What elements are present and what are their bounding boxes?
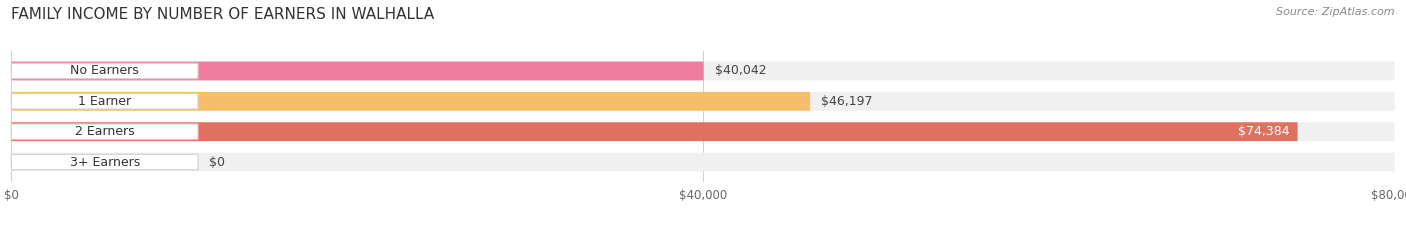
Text: No Earners: No Earners <box>70 65 139 78</box>
FancyBboxPatch shape <box>11 122 1395 141</box>
FancyBboxPatch shape <box>11 92 810 111</box>
FancyBboxPatch shape <box>11 153 1395 171</box>
FancyBboxPatch shape <box>11 122 1298 141</box>
Text: FAMILY INCOME BY NUMBER OF EARNERS IN WALHALLA: FAMILY INCOME BY NUMBER OF EARNERS IN WA… <box>11 7 434 22</box>
Text: 2 Earners: 2 Earners <box>75 125 135 138</box>
Text: Source: ZipAtlas.com: Source: ZipAtlas.com <box>1277 7 1395 17</box>
FancyBboxPatch shape <box>11 62 1395 80</box>
Text: $0: $0 <box>209 155 225 168</box>
FancyBboxPatch shape <box>11 62 704 80</box>
Text: $40,042: $40,042 <box>714 65 766 78</box>
FancyBboxPatch shape <box>11 124 198 139</box>
Text: 3+ Earners: 3+ Earners <box>69 155 139 168</box>
FancyBboxPatch shape <box>11 154 198 170</box>
Text: $46,197: $46,197 <box>821 95 873 108</box>
FancyBboxPatch shape <box>11 63 198 79</box>
Text: $74,384: $74,384 <box>1237 125 1289 138</box>
FancyBboxPatch shape <box>11 92 1395 111</box>
Text: 1 Earner: 1 Earner <box>79 95 131 108</box>
FancyBboxPatch shape <box>11 94 198 109</box>
